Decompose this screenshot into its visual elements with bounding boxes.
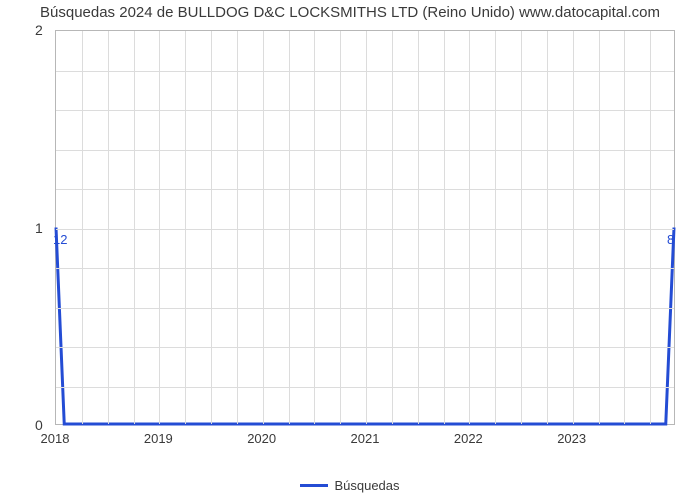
grid-v-minor — [237, 31, 238, 424]
grid-h-minor — [56, 308, 674, 309]
y-tick-label: 1 — [35, 220, 43, 236]
y-tick-label: 0 — [35, 417, 43, 433]
plot-area — [55, 30, 675, 425]
chart-container: Búsquedas 2024 de BULLDOG D&C LOCKSMITHS… — [0, 0, 700, 500]
x-tick-label: 2020 — [247, 431, 276, 446]
grid-v-minor — [624, 31, 625, 424]
legend-item: Búsquedas — [300, 478, 399, 493]
x-tick-label: 2023 — [557, 431, 586, 446]
grid-v-minor — [392, 31, 393, 424]
grid-v-minor — [340, 31, 341, 424]
grid-v-minor — [495, 31, 496, 424]
grid-v-minor — [521, 31, 522, 424]
grid-v-minor — [418, 31, 419, 424]
grid-h — [56, 229, 674, 230]
grid-v-minor — [650, 31, 651, 424]
grid-v — [573, 31, 574, 424]
legend-label: Búsquedas — [334, 478, 399, 493]
grid-v-minor — [185, 31, 186, 424]
x-tick-label: 2021 — [351, 431, 380, 446]
line-series — [56, 31, 674, 424]
grid-h-minor — [56, 347, 674, 348]
grid-v — [469, 31, 470, 424]
grid-h-minor — [56, 387, 674, 388]
grid-v-minor — [108, 31, 109, 424]
grid-v — [159, 31, 160, 424]
grid-v-minor — [289, 31, 290, 424]
grid-h-minor — [56, 150, 674, 151]
chart-title: Búsquedas 2024 de BULLDOG D&C LOCKSMITHS… — [0, 4, 700, 21]
grid-v-minor — [314, 31, 315, 424]
grid-h-minor — [56, 110, 674, 111]
grid-v — [263, 31, 264, 424]
grid-h-minor — [56, 189, 674, 190]
grid-v-minor — [211, 31, 212, 424]
grid-v — [366, 31, 367, 424]
y-tick-label: 2 — [35, 22, 43, 38]
legend: Búsquedas — [0, 475, 700, 493]
grid-v-minor — [599, 31, 600, 424]
grid-v-minor — [134, 31, 135, 424]
legend-swatch — [300, 484, 328, 487]
x-tick-label: 2018 — [41, 431, 70, 446]
grid-h-minor — [56, 268, 674, 269]
endpoint-value-left: 12 — [53, 232, 67, 247]
grid-v-minor — [444, 31, 445, 424]
endpoint-value-right: 8 — [667, 232, 674, 247]
x-tick-label: 2022 — [454, 431, 483, 446]
grid-h-minor — [56, 71, 674, 72]
grid-v-minor — [82, 31, 83, 424]
x-tick-label: 2019 — [144, 431, 173, 446]
grid-v-minor — [547, 31, 548, 424]
